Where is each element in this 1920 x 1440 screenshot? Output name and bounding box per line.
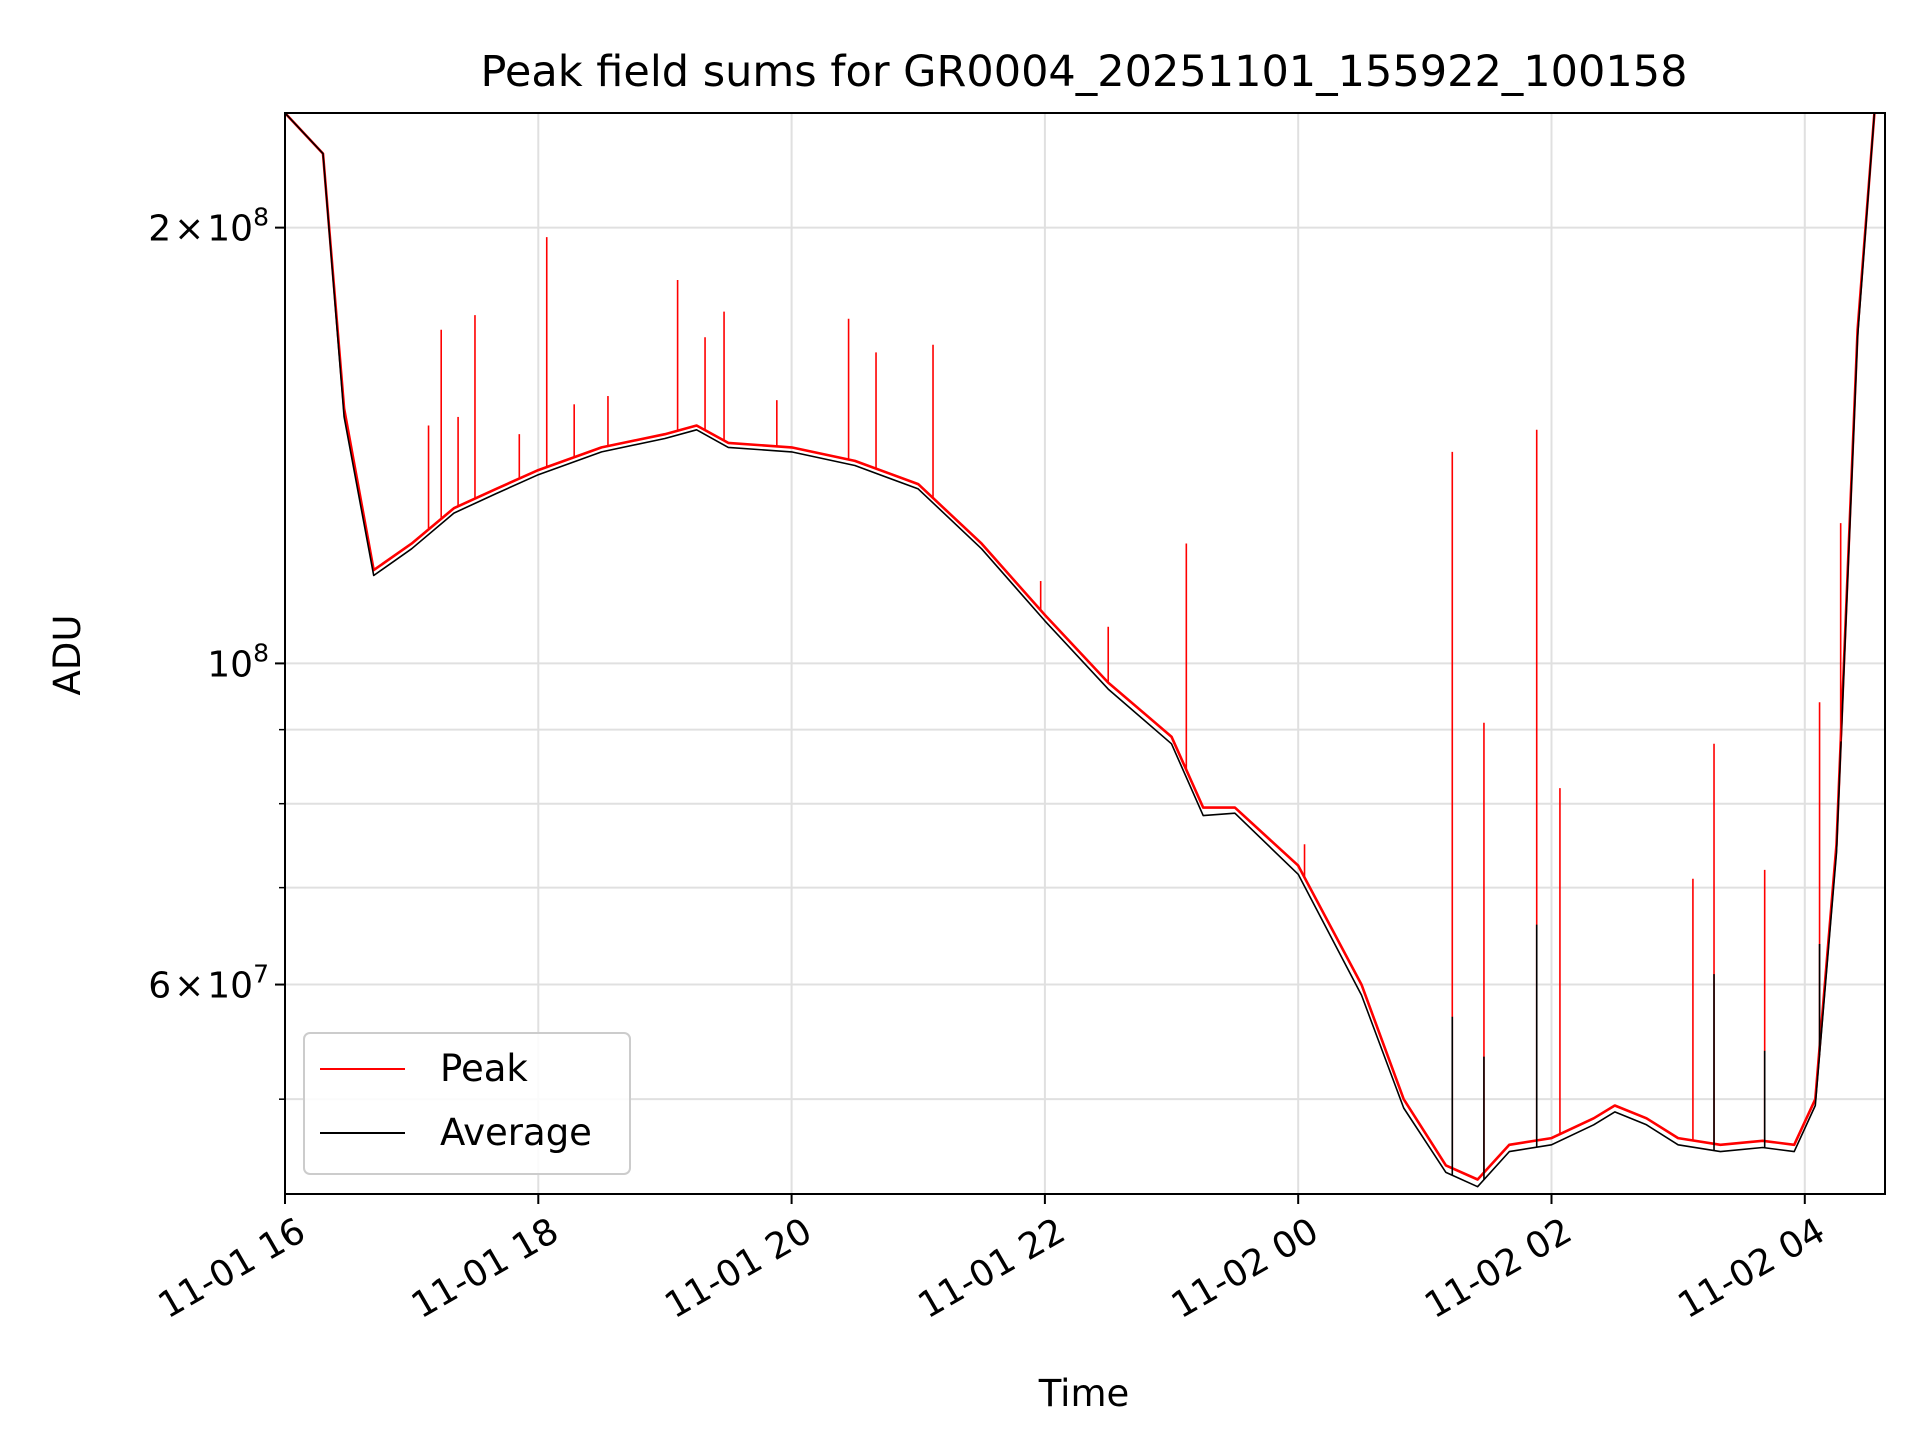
y-tick-label: 2×108 [148, 203, 269, 250]
legend-peak-label: Peak [440, 1047, 528, 1090]
y-tick-mantissa: 6 [148, 966, 171, 1007]
y-tick-base: 10 [207, 644, 253, 685]
series-layer [284, 112, 1876, 1188]
y-tick-times: × [174, 209, 204, 250]
chart-title: Peak field sums for GR0004_20251101_1559… [481, 47, 1688, 97]
plot-frame [284, 112, 1886, 1195]
y-tick-label: 108 [207, 638, 269, 685]
y-tick-exp: 7 [253, 960, 269, 989]
y-tick-times: × [174, 966, 204, 1007]
series-line-average [284, 112, 1876, 1188]
y-tick-label: 6×107 [148, 960, 269, 1007]
y-tick-base: 10 [207, 966, 253, 1007]
y-tick-exp: 8 [253, 638, 269, 667]
y-tick-exp: 8 [253, 203, 269, 232]
series-line-peak [284, 112, 1876, 1181]
y-tick-mantissa: 2 [148, 209, 171, 250]
x-axis-label: Time [1038, 1372, 1130, 1415]
legend: Peak Average [303, 1032, 631, 1175]
y-axis-label: ADU [46, 615, 89, 696]
legend-average-label: Average [440, 1111, 592, 1154]
y-tick-base: 10 [207, 209, 253, 250]
